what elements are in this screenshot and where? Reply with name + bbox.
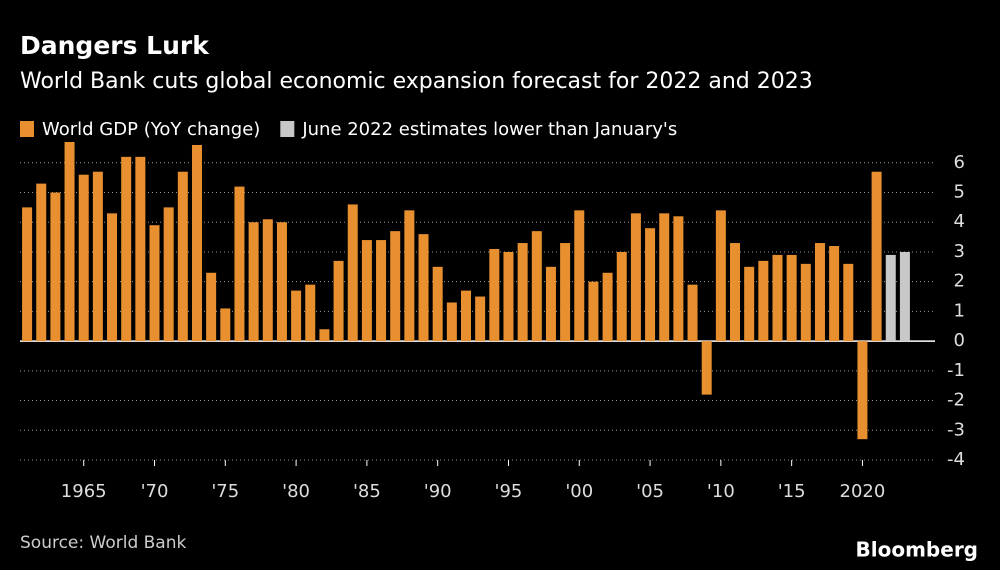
y-tick-label: 6 bbox=[954, 152, 965, 173]
bar bbox=[645, 228, 656, 342]
chart-title: Dangers Lurk bbox=[20, 31, 210, 60]
bar bbox=[22, 207, 33, 342]
bar bbox=[616, 251, 627, 342]
source: Source: World Bank bbox=[20, 533, 186, 553]
bar bbox=[843, 263, 854, 342]
y-tick-label: 1 bbox=[954, 300, 965, 321]
bar bbox=[800, 263, 811, 342]
x-tick-label: '95 bbox=[495, 481, 523, 502]
chart-subtitle: World Bank cuts global economic expansio… bbox=[20, 69, 813, 94]
x-tick-label: 2020 bbox=[840, 481, 886, 502]
bar bbox=[489, 248, 500, 342]
y-tick-label: 3 bbox=[954, 241, 965, 262]
bar bbox=[829, 246, 840, 342]
bar bbox=[871, 171, 882, 342]
y-tick-label: 0 bbox=[954, 330, 965, 351]
bar bbox=[730, 243, 741, 342]
x-tick-label: '90 bbox=[424, 481, 452, 502]
brand: Bloomberg bbox=[856, 538, 978, 562]
bar bbox=[630, 213, 641, 342]
bar bbox=[319, 329, 330, 342]
bar bbox=[899, 251, 910, 342]
bar bbox=[163, 207, 174, 342]
bar bbox=[659, 213, 670, 342]
y-tick-label: -1 bbox=[947, 360, 965, 381]
x-tick-label: '85 bbox=[353, 481, 381, 502]
bar bbox=[715, 210, 726, 342]
bar bbox=[262, 219, 273, 342]
bar bbox=[36, 183, 47, 342]
bar bbox=[92, 171, 103, 342]
bar bbox=[177, 171, 188, 342]
bar bbox=[376, 240, 387, 342]
bar bbox=[673, 216, 684, 342]
bar bbox=[531, 231, 542, 342]
bar bbox=[602, 272, 613, 342]
bar bbox=[475, 296, 486, 342]
bar bbox=[517, 243, 528, 342]
legend-swatch bbox=[20, 121, 34, 137]
bar bbox=[347, 204, 358, 342]
x-tick-label: '75 bbox=[211, 481, 239, 502]
bar bbox=[687, 284, 698, 342]
bar bbox=[574, 210, 585, 342]
bar bbox=[361, 240, 372, 342]
y-tick-label: 5 bbox=[954, 182, 965, 203]
bar bbox=[560, 243, 571, 342]
bar bbox=[305, 284, 316, 342]
bar bbox=[772, 254, 783, 342]
x-tick-label: '05 bbox=[636, 481, 664, 502]
bar bbox=[545, 266, 556, 342]
bar bbox=[814, 243, 825, 342]
bar bbox=[390, 231, 401, 342]
bar bbox=[333, 260, 344, 342]
x-tick-label: '00 bbox=[565, 481, 593, 502]
bar bbox=[64, 142, 75, 342]
bar bbox=[135, 156, 146, 342]
bar bbox=[404, 210, 415, 342]
x-tick-label: 1965 bbox=[61, 481, 107, 502]
bar bbox=[588, 281, 599, 342]
y-tick-label: 2 bbox=[954, 271, 965, 292]
bar bbox=[291, 290, 302, 342]
bar bbox=[758, 260, 769, 342]
y-tick-label: 4 bbox=[954, 211, 965, 232]
x-tick-label: '70 bbox=[141, 481, 169, 502]
bar bbox=[149, 225, 160, 342]
bar bbox=[786, 254, 797, 342]
legend-label: June 2022 estimates lower than January's bbox=[301, 119, 677, 140]
x-tick-label: '80 bbox=[282, 481, 310, 502]
bar bbox=[248, 222, 259, 342]
bar bbox=[78, 174, 89, 342]
bar bbox=[220, 308, 231, 342]
bar bbox=[121, 156, 132, 342]
x-tick-label: '15 bbox=[778, 481, 806, 502]
legend-swatch bbox=[280, 121, 295, 137]
bar bbox=[418, 234, 429, 342]
bar bbox=[461, 290, 471, 342]
bar bbox=[446, 302, 457, 342]
bar bbox=[191, 144, 202, 342]
y-tick-label: -4 bbox=[947, 449, 965, 470]
legend-label: World GDP (YoY change) bbox=[42, 119, 260, 140]
bar bbox=[50, 192, 61, 342]
bar bbox=[107, 213, 118, 342]
y-tick-label: -2 bbox=[947, 390, 965, 411]
bar bbox=[206, 272, 217, 342]
x-tick-label: '10 bbox=[707, 481, 735, 502]
bar bbox=[701, 341, 712, 395]
bar bbox=[857, 341, 868, 440]
y-tick-label: -3 bbox=[947, 419, 965, 440]
bar bbox=[276, 222, 287, 342]
bar bbox=[503, 251, 514, 342]
bar bbox=[234, 186, 245, 342]
bar bbox=[885, 254, 896, 342]
bar bbox=[744, 266, 755, 342]
bar bbox=[432, 266, 443, 342]
